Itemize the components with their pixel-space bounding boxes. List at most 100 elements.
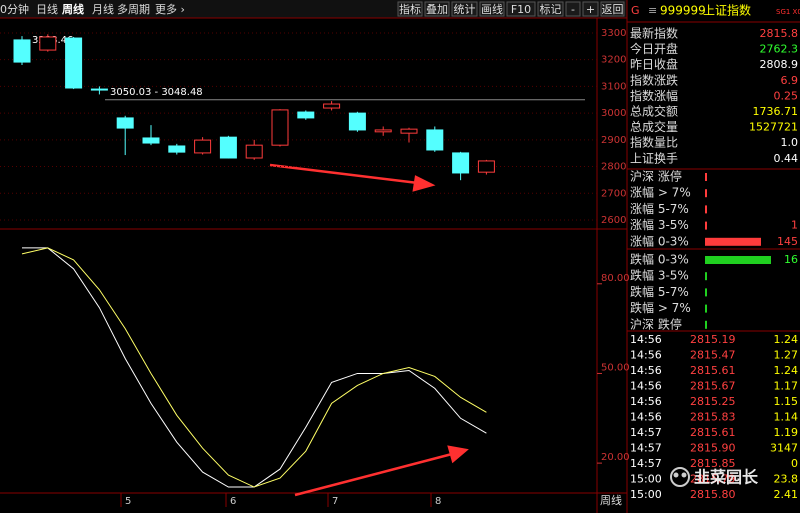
button-label: 指标 [399,2,421,16]
y-tick-label: 2800 [601,162,626,173]
y-tick-label: 80.00 [601,273,630,284]
tick-volume: 23.8 [774,473,799,486]
stat-label: 今日开盘 [630,41,678,56]
x-tick-label: 6 [230,496,236,507]
stat-label: 总成交额 [630,104,678,119]
stat-value: 1527721 [749,121,798,134]
tick-volume: 2.41 [774,488,799,501]
button-label: 返回 [602,3,624,16]
breadth-bar [705,256,771,264]
candle-body [400,128,418,134]
toolbar-button[interactable] [451,1,478,17]
tick-time: 14:57 [630,426,662,439]
period-tab: 日线 [36,2,58,16]
tick-time: 15:00 [630,488,662,501]
candle-body [297,111,315,119]
stat-label: 总成交量 [630,119,678,134]
period-tab: 0分钟 [0,2,29,16]
candle-body [194,139,212,154]
stat-value: 1.0 [781,136,799,149]
candle-body [65,37,83,89]
x-tick-label: 7 [332,496,338,507]
y-tick-label: 2600 [601,215,626,226]
candle-body [374,129,392,133]
stat-value: 2815.8 [760,27,799,40]
candle-body [142,137,160,144]
tick-volume: 0 [791,457,798,470]
stat-value: 1736.71 [753,105,799,118]
breadth-label: 沪深 涨停 [630,169,682,184]
toolbar-button[interactable] [506,1,536,17]
breadth-bar [705,189,707,198]
stat-label: 昨日收盘 [630,57,678,72]
x-tick-label: 8 [435,496,441,507]
candle-body [116,117,134,129]
stat-value: 2808.9 [760,58,799,71]
toolbar-button[interactable] [424,1,450,17]
candle-body [39,36,57,51]
breadth-bar [705,320,707,329]
tick-price: 2815.61 [690,426,736,439]
period-tab: 周线 [62,2,84,16]
tick-volume: 1.24 [774,364,799,377]
breadth-bar [705,221,707,230]
breadth-value: 1 [791,219,798,232]
stat-value: 0.44 [774,152,799,165]
quote-name: 上证指数 [703,3,751,18]
candle-body [348,112,366,131]
candle-body [271,109,289,146]
breadth-bar [705,288,707,297]
tick-time: 14:57 [630,442,662,455]
tick-price: 2815.25 [690,395,736,408]
breadth-label: 跌幅 > 7% [630,300,691,315]
stat-label: 指数量比 [630,135,678,150]
stat-label: 指数涨幅 [630,88,678,103]
toolbar-button[interactable] [600,1,625,17]
tick-price: 2815.67 [690,380,736,393]
breadth-label: 跌幅 3-5% [630,268,689,283]
period-tab: 多周期 [117,2,150,16]
tick-volume: 1.17 [774,380,799,393]
tick-price: 2815.79 [690,473,736,486]
tick-price: 2815.85 [690,457,736,470]
tick-price: 2815.61 [690,364,736,377]
watermark: 韭菜园长 [694,468,759,487]
y-tick-label: 3200 [601,55,626,66]
y-tick-label: 50.00 [601,362,630,373]
range-label: 3050.03 - 3048.48 [110,87,203,98]
breadth-label: 涨幅 5-7% [630,201,689,216]
breadth-label: 跌幅 0-3% [630,252,689,267]
menu-icon: ≡ [648,4,657,17]
toolbar-button[interactable] [565,1,581,17]
tick-volume: 1.19 [774,426,799,439]
tick-price: 2815.19 [690,333,736,346]
candle-body [426,129,444,151]
breadth-label: 涨幅 > 7% [630,185,691,200]
button-label: 画线 [481,2,503,16]
watermark-icon [670,467,690,487]
candle-body [452,152,470,174]
period-tab: 月线 [92,2,114,16]
stat-label: 上证换手 [630,151,678,165]
button-label: F10 [511,3,531,16]
candle-body [90,88,108,91]
candle-body [13,39,31,63]
quote-tag: SG1 X0 [776,8,800,16]
breadth-bar [705,272,707,281]
toolbar-button[interactable] [397,1,423,17]
period-tab: 更多 › [155,2,185,16]
toolbar-button[interactable] [537,1,564,17]
period-label: 周线 [600,493,622,507]
stat-label: 最新指数 [630,26,678,41]
button-label: 统计 [454,3,476,16]
tick-time: 14:56 [630,349,662,362]
toolbar-button[interactable] [479,1,505,17]
tick-time: 15:00 [630,473,662,486]
quote-prefix: G [631,4,640,17]
toolbar-button[interactable] [582,1,599,17]
tick-volume: 1.14 [774,411,799,424]
button-label: 标记 [540,2,562,16]
tick-time: 14:56 [630,411,662,424]
